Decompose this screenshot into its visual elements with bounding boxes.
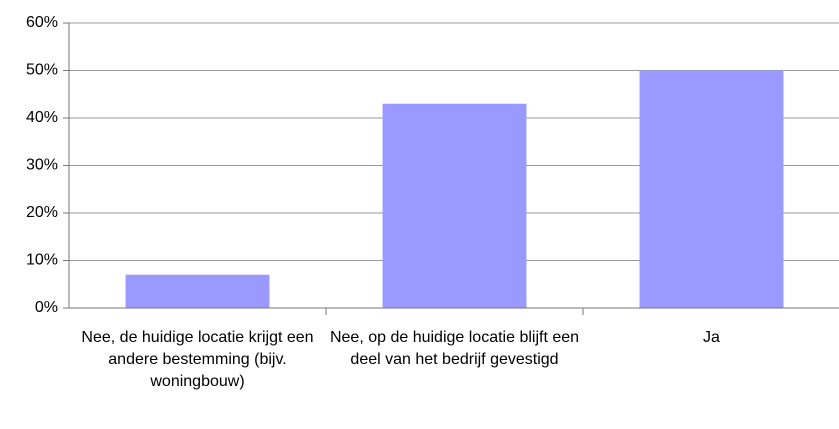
y-tick-label: 50% — [26, 62, 58, 79]
x-tick-label: Nee, de huidige locatie krijgt een ander… — [81, 329, 314, 390]
y-tick-label: 60% — [26, 14, 58, 31]
y-tick-label: 20% — [26, 204, 58, 221]
bar — [125, 274, 270, 308]
y-tick-label: 30% — [26, 157, 58, 174]
bar — [639, 70, 784, 308]
y-tick-label: 40% — [26, 109, 58, 126]
x-tick-label: Nee, op de huidige locatie blijft een de… — [329, 329, 580, 368]
y-tick-label: 10% — [26, 252, 58, 269]
y-tick-label: 0% — [35, 299, 58, 316]
x-tick-label: Ja — [703, 329, 720, 346]
bar — [382, 103, 527, 308]
